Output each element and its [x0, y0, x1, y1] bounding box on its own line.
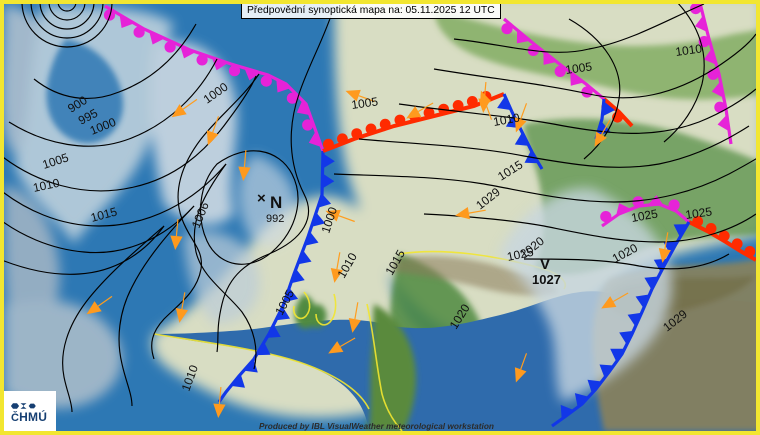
svg-text:1027: 1027	[532, 272, 561, 287]
svg-text:1005: 1005	[272, 287, 297, 317]
svg-text:1005: 1005	[350, 94, 379, 112]
svg-text:V: V	[540, 256, 550, 273]
svg-text:1010: 1010	[674, 41, 703, 59]
svg-text:1020: 1020	[447, 301, 473, 331]
svg-text:1025: 1025	[630, 206, 659, 224]
svg-text:1010: 1010	[179, 363, 201, 393]
svg-text:1005: 1005	[41, 150, 71, 172]
svg-text:1015: 1015	[495, 157, 525, 183]
svg-text:1006: 1006	[189, 200, 212, 230]
svg-text:1010: 1010	[334, 250, 360, 280]
svg-text:1020: 1020	[610, 241, 640, 266]
svg-text:1025: 1025	[684, 204, 713, 222]
svg-text:1000: 1000	[319, 205, 341, 235]
svg-text:N: N	[270, 193, 282, 212]
svg-text:1029: 1029	[660, 307, 690, 335]
svg-text:992: 992	[266, 213, 284, 225]
svg-text:1029: 1029	[473, 185, 503, 213]
svg-text:1005: 1005	[564, 59, 593, 77]
svg-text:1025: 1025	[506, 245, 535, 264]
svg-text:1015: 1015	[382, 247, 408, 277]
svg-text:1000: 1000	[201, 79, 231, 106]
svg-text:1010: 1010	[32, 176, 61, 195]
svg-text:1010: 1010	[492, 110, 521, 128]
svg-text:1015: 1015	[89, 204, 119, 225]
svg-text:×: ×	[257, 190, 266, 207]
